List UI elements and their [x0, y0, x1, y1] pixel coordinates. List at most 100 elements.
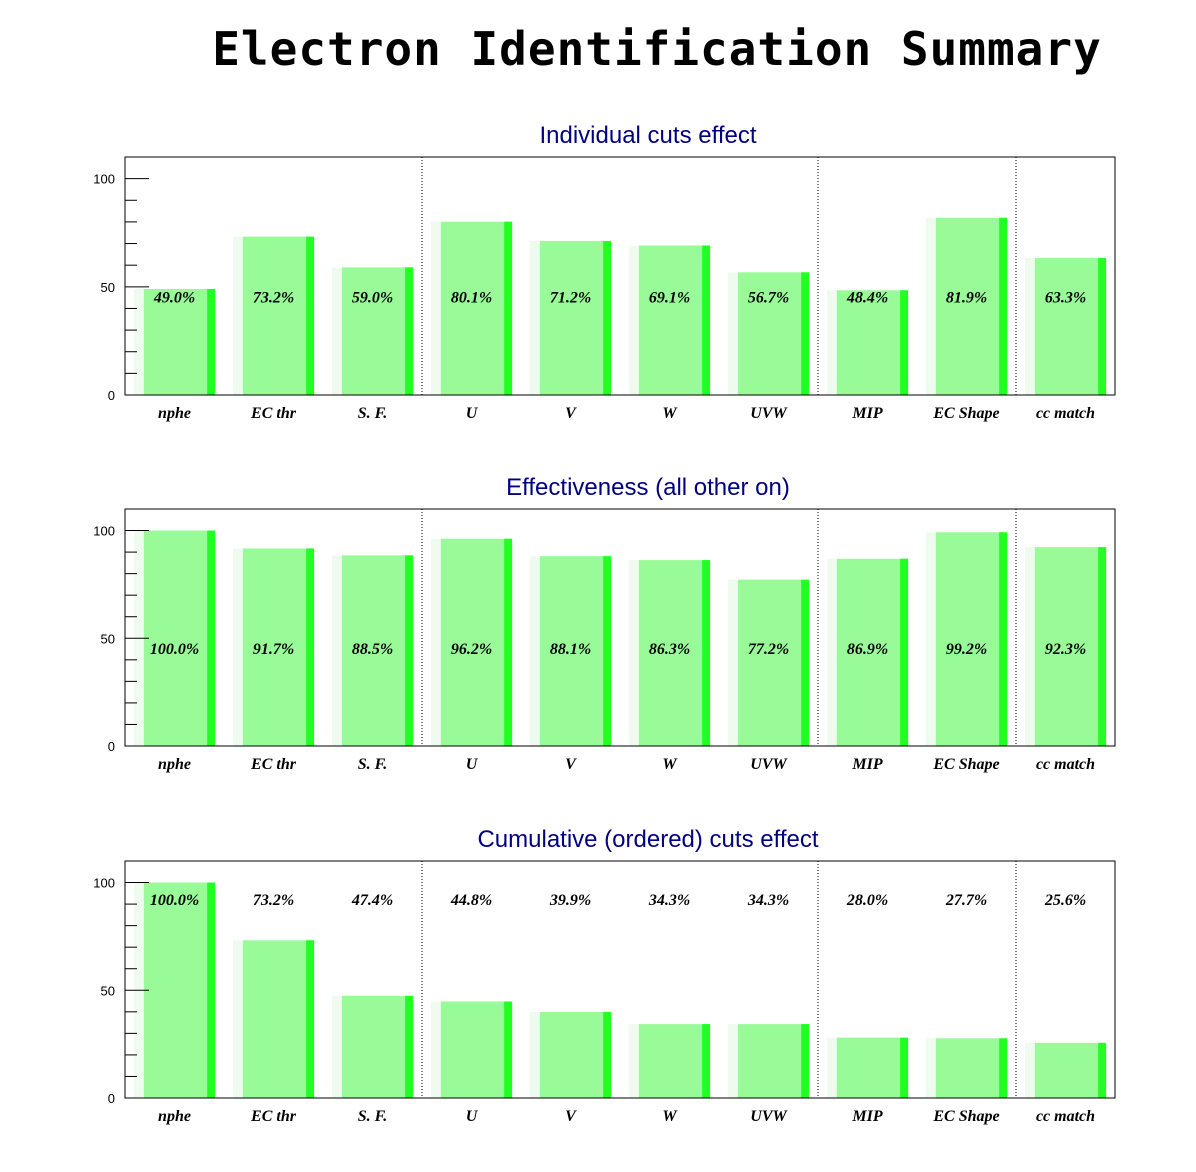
value-label: 86.3%	[649, 641, 690, 658]
bar-edge	[504, 221, 513, 395]
bar	[341, 555, 414, 746]
bar-shadow	[232, 940, 243, 1098]
bar	[935, 532, 1008, 746]
plot-frame	[124, 156, 1116, 396]
value-label: 25.6%	[1044, 892, 1086, 909]
bar	[638, 560, 711, 746]
y-tick-label: 0	[108, 1091, 115, 1106]
bar-edge	[603, 240, 612, 395]
panel-title: Cumulative (ordered) cuts effect	[477, 826, 818, 853]
page-title: Electron Identification Summary	[212, 22, 1102, 76]
bar-edge	[603, 556, 612, 746]
value-label: 77.2%	[748, 641, 789, 658]
category-label: MIP	[851, 756, 882, 773]
bar-edge	[207, 530, 216, 746]
value-label: 59.0%	[352, 290, 393, 307]
bar-edge	[999, 217, 1008, 395]
bar-edge	[306, 940, 315, 1098]
category-label: U	[466, 405, 479, 422]
category-label: UVW	[750, 405, 788, 422]
value-label: 27.7%	[945, 892, 987, 909]
value-label: 73.2%	[253, 892, 294, 909]
bar	[143, 288, 216, 395]
y-tick-label: 50	[101, 280, 115, 295]
value-label: 63.3%	[1045, 290, 1086, 307]
value-label: 49.0%	[153, 290, 195, 307]
value-label: 86.9%	[847, 641, 888, 658]
value-label: 48.4%	[846, 290, 888, 307]
bar-edge	[504, 1001, 513, 1098]
bar	[638, 1024, 711, 1098]
bar	[341, 995, 414, 1098]
bar-edge	[801, 1024, 810, 1098]
bar	[440, 538, 513, 746]
category-label: EC Shape	[932, 405, 999, 422]
bar-edge	[900, 1037, 909, 1098]
bar-shadow	[430, 1001, 441, 1098]
y-tick-label: 100	[93, 524, 115, 539]
category-label: U	[466, 756, 479, 773]
category-label: nphe	[158, 1108, 191, 1125]
bar-shadow	[727, 579, 738, 746]
value-label: 96.2%	[451, 641, 492, 658]
bar	[242, 940, 315, 1098]
bar-shadow	[232, 548, 243, 746]
value-label: 34.3%	[648, 892, 690, 909]
y-tick-label: 50	[101, 983, 115, 998]
y-tick-label: 100	[93, 172, 115, 187]
bar-shadow	[925, 1038, 936, 1098]
bar-edge	[999, 532, 1008, 746]
bar	[242, 236, 315, 395]
value-label: 34.3%	[747, 892, 789, 909]
value-label: 88.5%	[352, 641, 393, 658]
bar-edge	[900, 558, 909, 746]
category-label: V	[565, 756, 577, 773]
y-tick-label: 50	[101, 631, 115, 646]
bar-shadow	[826, 1037, 837, 1098]
bar-shadow	[529, 240, 540, 395]
bar-edge	[405, 555, 414, 746]
category-label: V	[565, 405, 577, 422]
bar	[638, 245, 711, 395]
category-label: nphe	[158, 756, 191, 773]
category-label: U	[466, 1108, 479, 1125]
bar	[539, 1012, 612, 1098]
value-label: 100.0%	[150, 641, 199, 658]
category-label: EC thr	[250, 1108, 297, 1125]
bar-shadow	[1024, 258, 1035, 395]
value-label: 47.4%	[351, 892, 393, 909]
value-label: 44.8%	[450, 892, 492, 909]
bar-edge	[1098, 1042, 1107, 1098]
bar-edge	[702, 1024, 711, 1098]
plot-frame	[124, 508, 1116, 747]
bar-edge	[405, 995, 414, 1098]
category-label: MIP	[851, 405, 882, 422]
bar-edge	[207, 288, 216, 395]
bar-edge	[405, 267, 414, 395]
category-label: cc match	[1036, 756, 1095, 773]
bar-shadow	[331, 267, 342, 395]
bar-shadow	[628, 560, 639, 746]
value-label: 81.9%	[946, 290, 987, 307]
bar	[1034, 258, 1107, 395]
bar-shadow	[232, 236, 243, 395]
bar-shadow	[1024, 1042, 1035, 1098]
bar-edge	[702, 560, 711, 746]
bar	[143, 882, 216, 1098]
bar-shadow	[826, 558, 837, 746]
y-tick-label: 0	[108, 739, 115, 754]
value-label: 56.7%	[748, 290, 789, 307]
category-label: V	[565, 1108, 577, 1125]
bar-edge	[702, 245, 711, 395]
bar	[539, 240, 612, 395]
bar-edge	[603, 1012, 612, 1098]
value-label: 92.3%	[1045, 641, 1086, 658]
bar	[737, 1024, 810, 1098]
bar-shadow	[1024, 547, 1035, 746]
bar	[737, 579, 810, 746]
bar-shadow	[826, 290, 837, 395]
category-label: UVW	[750, 756, 788, 773]
bar	[341, 267, 414, 395]
bar	[440, 221, 513, 395]
bar	[440, 1001, 513, 1098]
